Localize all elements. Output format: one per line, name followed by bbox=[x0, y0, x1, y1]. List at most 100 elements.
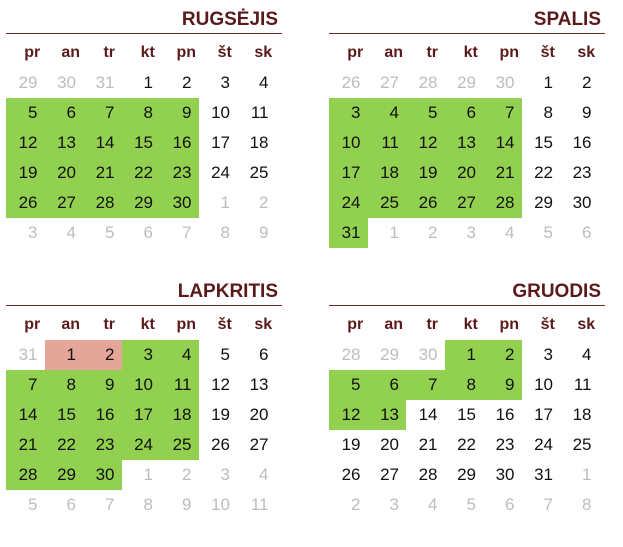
day-cell-adjacent-month: 9 bbox=[259, 223, 269, 242]
weekday-header: tr bbox=[103, 44, 116, 61]
day-cell: 19 bbox=[406, 158, 445, 188]
weekday-header: pn bbox=[176, 316, 197, 333]
day-cell: 3 bbox=[329, 98, 368, 128]
day-cell-adjacent-month: 8 bbox=[582, 495, 592, 514]
day-cell: 14 bbox=[6, 400, 45, 430]
day-cell-adjacent-month: 5 bbox=[543, 223, 553, 242]
day-cell: 6 bbox=[367, 370, 406, 400]
day-cell: 28 bbox=[483, 188, 522, 218]
day-cell: 24 bbox=[211, 163, 230, 182]
day-cell: 25 bbox=[572, 435, 592, 454]
day-cell: 29 bbox=[457, 465, 476, 484]
day-cell-adjacent-month: 4 bbox=[66, 223, 76, 242]
weekday-header: kt bbox=[463, 44, 478, 61]
day-cell-adjacent-month: 6 bbox=[582, 223, 592, 242]
weekday-header: tr bbox=[103, 316, 116, 333]
day-cell-adjacent-month: 3 bbox=[389, 495, 399, 514]
day-cell: 1 bbox=[543, 73, 553, 92]
weekday-header: sk bbox=[577, 44, 596, 61]
day-cell: 12 bbox=[329, 400, 368, 430]
day-cell: 23 bbox=[495, 435, 515, 454]
day-cell: 3 bbox=[543, 345, 553, 364]
day-cell: 30 bbox=[495, 465, 515, 484]
day-cell-adjacent-month: 3 bbox=[466, 223, 476, 242]
day-cell: 5 bbox=[329, 370, 368, 400]
day-cell: 12 bbox=[211, 375, 230, 394]
day-cell-adjacent-month: 8 bbox=[220, 223, 230, 242]
day-cell: 1 bbox=[444, 340, 483, 370]
day-cell: 24 bbox=[121, 430, 160, 460]
day-cell: 5 bbox=[220, 345, 230, 364]
weekday-header: št bbox=[540, 316, 555, 333]
day-cell: 2 bbox=[483, 340, 522, 370]
day-cell: 29 bbox=[534, 193, 553, 212]
day-cell: 14 bbox=[483, 128, 522, 158]
weekday-header: pn bbox=[499, 44, 520, 61]
month-title: RUGSĖJIS bbox=[181, 9, 278, 30]
day-cell-adjacent-month: 28 bbox=[418, 73, 438, 92]
day-cell: 1 bbox=[44, 340, 83, 370]
day-cell: 26 bbox=[211, 435, 230, 454]
weekday-header: št bbox=[217, 316, 232, 333]
day-cell: 4 bbox=[160, 340, 199, 370]
month-title: SPALIS bbox=[533, 9, 601, 30]
weekday-header: št bbox=[540, 44, 555, 61]
month-title: LAPKRITIS bbox=[177, 281, 278, 302]
day-cell: 25 bbox=[249, 163, 269, 182]
day-cell-adjacent-month: 4 bbox=[505, 223, 515, 242]
title-divider bbox=[6, 33, 282, 34]
day-cell-adjacent-month: 2 bbox=[428, 223, 438, 242]
day-cell-adjacent-month: 30 bbox=[495, 73, 515, 92]
weekday-header: sk bbox=[577, 316, 596, 333]
calendar-grid: pr an tr kt pn št sk 31 1 2 3 4 5 6 7 8 9 10 11 12 13 14 15 16 1… bbox=[6, 310, 276, 520]
month-gruodis: GRUODIS pr an tr kt pn št sk 28 29 30 1 2 3 4 5 6 7 8 9 10 1… bbox=[329, 280, 605, 520]
day-cell: 9 bbox=[160, 98, 199, 128]
weekday-header: pr bbox=[347, 316, 364, 333]
weekday-header: pr bbox=[24, 44, 41, 61]
weekday-header: an bbox=[61, 44, 81, 61]
day-cell: 26 bbox=[341, 465, 361, 484]
day-cell: 26 bbox=[6, 188, 45, 218]
day-cell: 15 bbox=[44, 400, 83, 430]
day-cell-adjacent-month: 5 bbox=[28, 495, 38, 514]
day-cell: 2 bbox=[83, 340, 122, 370]
day-cell: 13 bbox=[249, 375, 269, 394]
day-cell: 30 bbox=[83, 460, 122, 490]
day-cell: 7 bbox=[6, 370, 45, 400]
day-cell-adjacent-month: 26 bbox=[341, 73, 361, 92]
day-cell: 8 bbox=[444, 370, 483, 400]
day-cell-adjacent-month: 3 bbox=[28, 223, 38, 242]
day-cell: 25 bbox=[160, 430, 199, 460]
day-cell: 1 bbox=[143, 73, 153, 92]
day-cell: 10 bbox=[329, 128, 368, 158]
day-cell: 13 bbox=[44, 128, 83, 158]
day-cell: 22 bbox=[121, 158, 160, 188]
day-cell: 10 bbox=[211, 103, 230, 122]
day-cell-adjacent-month: 2 bbox=[259, 193, 269, 212]
day-cell: 15 bbox=[457, 405, 476, 424]
day-cell: 2 bbox=[182, 73, 192, 92]
day-cell: 29 bbox=[121, 188, 160, 218]
day-cell-adjacent-month: 3 bbox=[220, 465, 230, 484]
weekday-header: sk bbox=[254, 316, 273, 333]
weekday-header: an bbox=[61, 316, 81, 333]
day-cell: 15 bbox=[534, 133, 553, 152]
day-cell: 27 bbox=[380, 465, 399, 484]
day-cell-adjacent-month: 30 bbox=[418, 345, 438, 364]
day-cell-adjacent-month: 9 bbox=[182, 495, 192, 514]
day-cell: 29 bbox=[44, 460, 83, 490]
day-cell: 9 bbox=[83, 370, 122, 400]
day-cell: 26 bbox=[406, 188, 445, 218]
day-cell: 25 bbox=[367, 188, 406, 218]
day-cell-adjacent-month: 10 bbox=[211, 495, 230, 514]
weekday-header: tr bbox=[426, 316, 439, 333]
day-cell-adjacent-month: 5 bbox=[466, 495, 476, 514]
day-cell: 10 bbox=[534, 375, 553, 394]
day-cell: 18 bbox=[160, 400, 199, 430]
day-cell-adjacent-month: 27 bbox=[380, 73, 399, 92]
day-cell: 21 bbox=[83, 158, 122, 188]
day-cell: 22 bbox=[44, 430, 83, 460]
day-cell: 16 bbox=[572, 133, 592, 152]
day-cell: 21 bbox=[418, 435, 438, 454]
day-cell: 17 bbox=[534, 405, 553, 424]
